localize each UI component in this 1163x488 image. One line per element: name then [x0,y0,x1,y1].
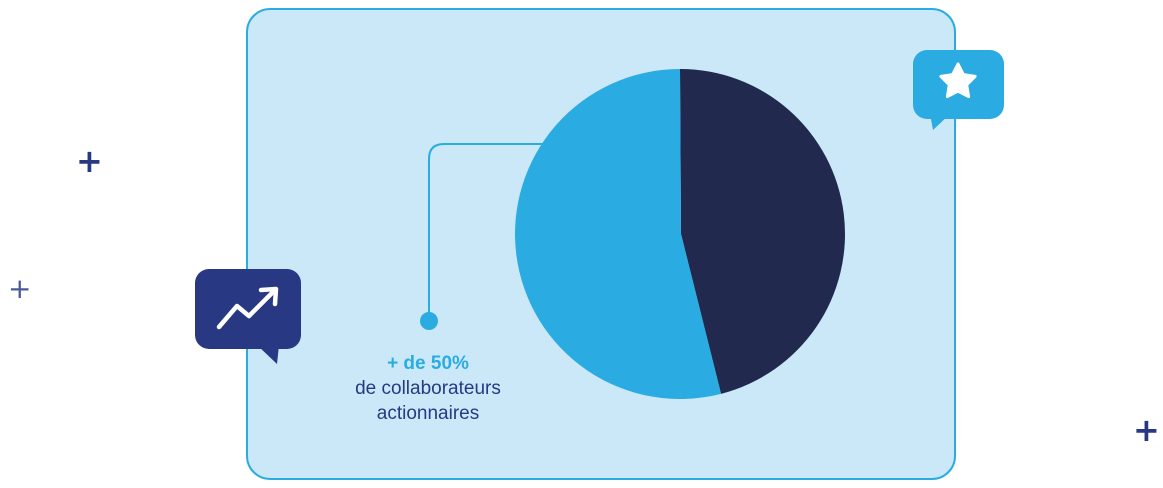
star-speech-bubble [913,50,1004,130]
annotation-line-2: actionnaires [376,403,480,424]
trend-up-icon [216,286,279,330]
trend-speech-bubble [195,269,301,364]
leader-dot [420,312,438,330]
plus-decoration: + [76,142,103,180]
pie-slice-light [514,69,722,399]
star-icon [939,62,977,99]
annotation-headline: + de 50% [387,353,469,374]
leader-line [428,143,543,318]
pie-slice-dark [680,69,845,394]
plus-decoration: + [8,272,32,305]
pie-chart [514,69,845,399]
annotation-label: + de 50% de collaborateurs actionnaires [328,352,528,426]
plus-decoration: + [1133,411,1160,449]
annotation-line-1: de collaborateurs [355,378,501,399]
